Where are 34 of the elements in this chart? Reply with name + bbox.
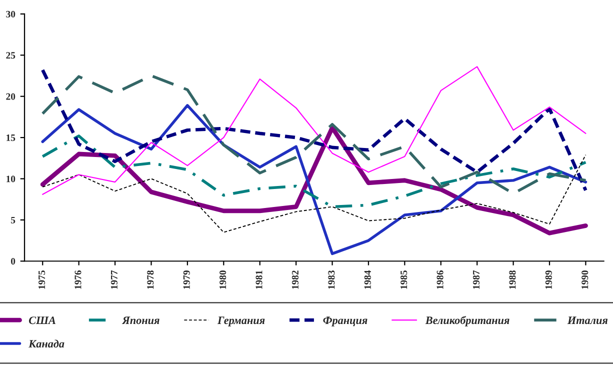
legend-label: Канада	[28, 340, 64, 348]
x-tick-label: 1990	[582, 270, 588, 289]
legend-label: Германия	[217, 316, 265, 326]
legend-label: США	[28, 316, 56, 324]
x-tick-label: 1980	[220, 270, 226, 289]
legend-label: Великобритания	[425, 316, 510, 326]
x-tick-label: 1986	[436, 270, 444, 289]
x-tick-label: 1988	[509, 270, 516, 289]
x-tick-label: 1975	[38, 270, 46, 289]
line-series	[42, 154, 586, 233]
y-tick-label: 20	[6, 93, 16, 100]
x-tick-label: 1976	[74, 270, 82, 289]
y-tick-label: 10	[6, 176, 16, 182]
x-tick-label: 1984	[364, 270, 371, 289]
y-tick-label: 0	[11, 258, 16, 265]
y-tick-label: 25	[6, 52, 16, 59]
line-series	[40, 125, 588, 236]
y-tick-label: 15	[6, 134, 16, 142]
x-tick-label: 1978	[147, 270, 154, 289]
x-tick-label: 1985	[400, 270, 408, 289]
x-tick-label: 1981	[256, 270, 262, 289]
legend-label: Италия	[567, 316, 608, 324]
legend-label: Япония	[122, 316, 160, 324]
x-tick-label: 1989	[545, 270, 552, 289]
x-tick-label: 1982	[292, 270, 298, 289]
y-tick-label: 30	[6, 10, 16, 18]
legend-label: Франция	[323, 316, 368, 326]
x-tick-label: 1977	[110, 270, 118, 289]
x-tick-label: 1987	[472, 270, 480, 289]
y-tick-label: 5	[11, 216, 16, 224]
x-tick-label: 1979	[183, 270, 190, 289]
x-tick-label: 1983	[328, 270, 335, 289]
line-series	[41, 104, 588, 256]
line-series	[41, 134, 588, 208]
